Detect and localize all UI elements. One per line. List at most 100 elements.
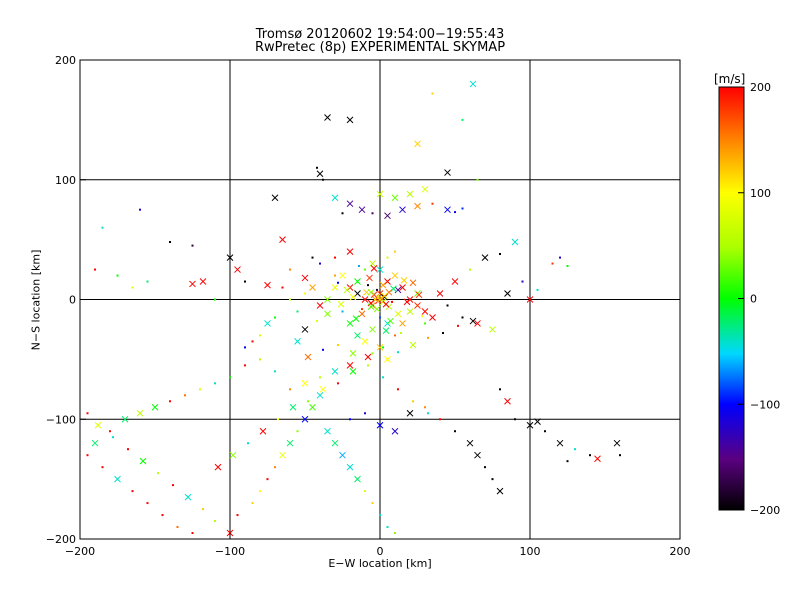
colorbar-tick-label: −200	[750, 504, 780, 517]
data-point-dot	[259, 490, 261, 493]
data-point-cross	[121, 415, 129, 423]
data-point-dot	[316, 166, 318, 169]
data-point-dot	[400, 332, 402, 335]
data-point-cross	[399, 206, 406, 214]
y-tick-label: −100	[46, 413, 76, 426]
data-point-cross	[331, 284, 339, 291]
data-point-dot	[514, 418, 516, 421]
data-point-cross	[349, 350, 357, 357]
data-point-dot	[244, 280, 246, 283]
data-point-cross	[361, 338, 369, 345]
data-point-cross	[534, 418, 541, 425]
data-point-dot	[157, 472, 159, 475]
data-point-cross	[289, 403, 297, 411]
data-point-dot	[394, 334, 396, 337]
data-point-cross	[469, 80, 477, 88]
data-point-cross	[594, 455, 601, 463]
data-point-dot	[544, 430, 546, 433]
data-point-cross	[481, 254, 489, 261]
data-point-cross	[226, 254, 234, 261]
data-point-cross	[373, 305, 381, 313]
data-point-dot	[319, 376, 321, 379]
data-point-dot	[431, 92, 434, 95]
data-point-cross	[400, 276, 408, 284]
data-point-cross	[354, 475, 361, 483]
data-point-cross	[394, 310, 402, 318]
data-point-dot	[376, 288, 378, 291]
data-point-cross	[331, 439, 339, 447]
data-point-dot	[566, 264, 569, 267]
data-point-cross	[279, 236, 286, 243]
data-point-dot	[337, 344, 339, 347]
data-point-dot	[214, 298, 216, 301]
data-point-dot	[379, 514, 381, 517]
data-point-cross	[294, 338, 301, 345]
data-point-dot	[251, 340, 254, 343]
data-point-dot	[589, 454, 591, 457]
data-point-dot	[559, 256, 561, 259]
data-point-dot	[394, 250, 396, 253]
data-point-dot	[427, 412, 429, 415]
data-point-cross	[91, 439, 99, 447]
data-point-dot	[476, 178, 479, 181]
data-point-dot	[431, 202, 434, 205]
data-point-cross	[451, 278, 459, 285]
data-point-dot	[358, 264, 360, 267]
data-point-dot	[394, 532, 396, 535]
data-point-cross	[259, 427, 267, 435]
data-point-dot	[139, 208, 141, 211]
data-point-cross	[264, 281, 271, 289]
data-point-cross	[94, 421, 102, 429]
data-point-cross	[504, 290, 511, 297]
data-point-dot	[371, 352, 374, 355]
data-point-cross	[421, 185, 429, 193]
data-point-dot	[274, 466, 276, 469]
data-point-dot	[202, 508, 204, 511]
data-point-dot	[424, 322, 426, 325]
data-point-cross	[361, 296, 369, 303]
data-point-dot	[391, 300, 393, 303]
data-point-dot	[457, 324, 459, 327]
data-point-dot	[412, 400, 414, 403]
data-point-dot	[259, 334, 261, 337]
data-point-dot	[289, 298, 291, 301]
data-point-dot	[334, 256, 336, 259]
data-point-dot	[439, 418, 441, 421]
data-point-dot	[214, 520, 216, 523]
data-point-cross	[429, 314, 436, 321]
colorbar-label: [m/s]	[714, 72, 746, 86]
data-point-dot	[349, 418, 351, 421]
data-point-cross	[346, 248, 354, 255]
data-point-cross	[352, 315, 360, 323]
data-point-dot	[191, 244, 194, 247]
data-point-dot	[574, 448, 576, 451]
data-point-dot	[371, 502, 374, 505]
data-point-cross	[309, 403, 316, 411]
data-point-dot	[461, 118, 464, 121]
data-point-dot	[499, 252, 501, 255]
x-axis-label: E−W location [km]	[328, 557, 432, 570]
data-point-dot	[337, 281, 339, 284]
data-point-dot	[337, 382, 339, 385]
data-point-dot	[484, 466, 486, 469]
data-point-cross	[319, 385, 327, 393]
colorbar-tick-label: 100	[750, 187, 771, 200]
data-point-cross	[399, 284, 406, 291]
data-point-cross	[376, 421, 384, 429]
x-tick-label: −200	[65, 545, 95, 558]
data-point-dot	[367, 364, 369, 367]
data-point-cross	[286, 439, 294, 447]
data-point-dot	[446, 304, 449, 307]
data-point-dot	[307, 400, 309, 403]
data-point-dot	[101, 226, 104, 229]
data-point-cross	[444, 206, 451, 214]
data-point-cross	[414, 302, 421, 309]
data-point-cross	[409, 341, 417, 349]
data-point-cross	[346, 362, 354, 369]
data-point-dot	[386, 526, 389, 529]
data-point-dot	[274, 370, 276, 373]
data-point-cross	[331, 367, 339, 375]
data-point-cross	[354, 290, 361, 297]
data-point-cross	[444, 169, 451, 176]
data-point-dot	[259, 358, 261, 361]
